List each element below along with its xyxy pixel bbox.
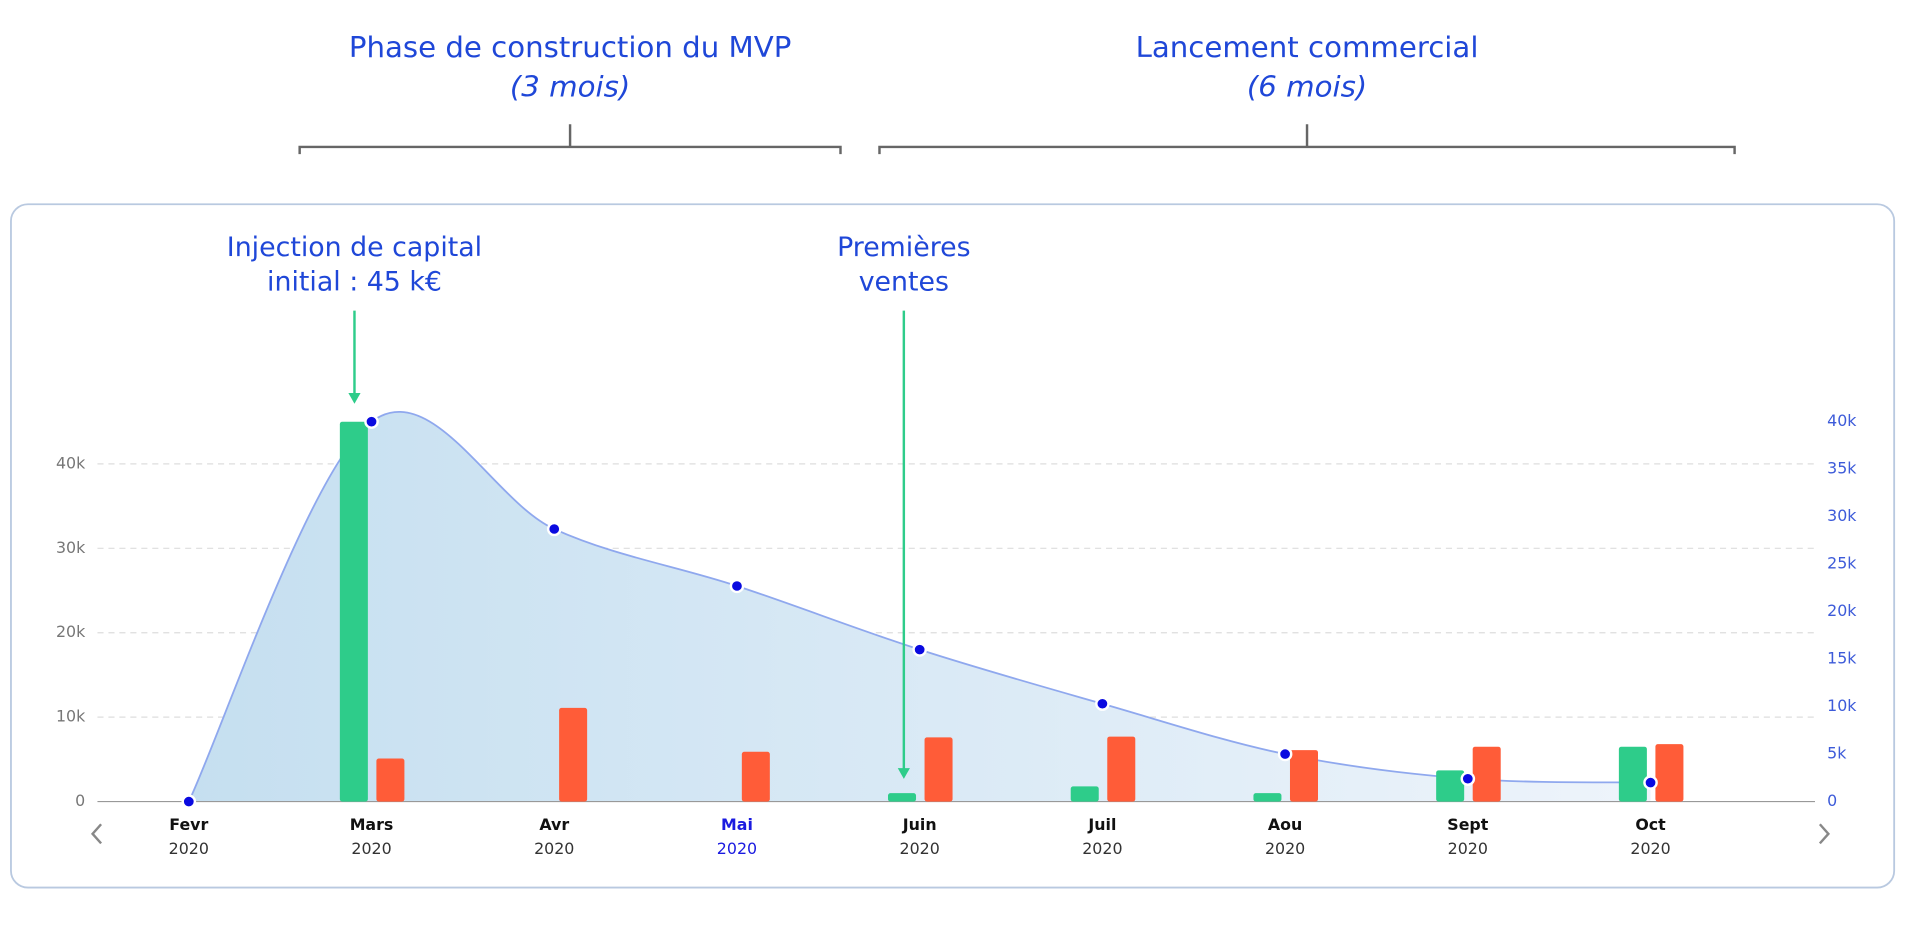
bar	[1107, 736, 1136, 802]
annotation: Premières	[837, 232, 970, 263]
plot: 0 10k 20k 30k 40k 0 5k 10k 15k 20k 25k 30k 35k 40k Fev…	[56, 232, 1857, 858]
x-tick-label: Sept	[1447, 815, 1489, 834]
phase-title: Phase de construction du MVP	[349, 30, 792, 64]
x-tick-year: 2020	[351, 839, 391, 858]
point	[1643, 775, 1658, 790]
bracket	[878, 124, 1736, 155]
annotation: initial : 45 k€	[267, 267, 442, 298]
bar	[741, 751, 770, 802]
bar	[1472, 746, 1501, 802]
y2-tick-label: 10k	[1827, 696, 1857, 715]
x-tick-label: Fevr	[169, 815, 208, 834]
phase-title: Lancement commercial	[1136, 30, 1479, 64]
x-tick-year: 2020	[900, 839, 940, 858]
nav-next[interactable]	[1818, 823, 1831, 845]
x-tick-year: 2020	[1630, 839, 1670, 858]
point	[181, 794, 197, 809]
x-tick-label: Juil	[1087, 815, 1116, 834]
y2-tick-label: 40k	[1827, 411, 1857, 430]
y-tick-label: 30k	[56, 538, 86, 557]
y-tick-label: 10k	[56, 707, 86, 726]
point	[546, 521, 562, 537]
x-tick-year: 2020	[1265, 839, 1305, 858]
bar	[1436, 770, 1465, 802]
bar	[924, 737, 953, 802]
annotation: Injection de capital	[227, 232, 482, 263]
point	[1460, 771, 1476, 786]
bar	[1253, 793, 1282, 802]
x-tick-label: Juin	[902, 815, 937, 834]
x-tick-year: 2020	[717, 839, 757, 858]
x-tick-label: Mars	[350, 815, 394, 834]
y2-tick-label: 15k	[1827, 649, 1857, 668]
nav-prev[interactable]	[90, 823, 103, 845]
bar	[1070, 786, 1099, 802]
x-tick-year: 2020	[1448, 839, 1488, 858]
area	[188, 411, 1651, 802]
x-tick-label: Avr	[539, 815, 569, 834]
annotation-arrowhead	[897, 768, 910, 779]
point	[1095, 696, 1110, 711]
y-tick-label: 40k	[56, 454, 86, 473]
phase-duration: (3 mois)	[510, 70, 630, 104]
phase-duration: (6 mois)	[1247, 70, 1367, 104]
y2-tick-label: 0	[1827, 791, 1837, 810]
point	[1277, 746, 1293, 762]
y2-tick-label: 25k	[1827, 554, 1857, 573]
bar	[1618, 746, 1647, 802]
y2-tick-label: 5k	[1827, 744, 1847, 763]
x-tick-label: Aou	[1268, 815, 1302, 834]
bar	[376, 758, 405, 802]
bar	[559, 707, 588, 802]
y-tick-label: 0	[75, 791, 85, 810]
y2-tick-label: 35k	[1827, 459, 1857, 478]
bar	[1289, 750, 1318, 802]
bar	[339, 421, 368, 802]
annotation-arrowhead	[348, 393, 361, 404]
y2-tick-label: 20k	[1827, 601, 1857, 620]
point	[364, 414, 379, 429]
y-tick-label: 20k	[56, 622, 86, 641]
x-tick-year: 2020	[534, 839, 574, 858]
y2-tick-label: 30k	[1827, 506, 1857, 525]
x-tick-label: Mai	[721, 815, 753, 834]
point	[912, 642, 927, 657]
annotation: ventes	[859, 267, 949, 298]
x-tick-year: 2020	[1082, 839, 1122, 858]
bar	[888, 793, 917, 802]
x-tick-year: 2020	[169, 839, 209, 858]
bar	[1655, 744, 1684, 802]
point	[729, 578, 745, 594]
x-tick-label: Oct	[1635, 815, 1666, 834]
bracket	[298, 124, 842, 155]
